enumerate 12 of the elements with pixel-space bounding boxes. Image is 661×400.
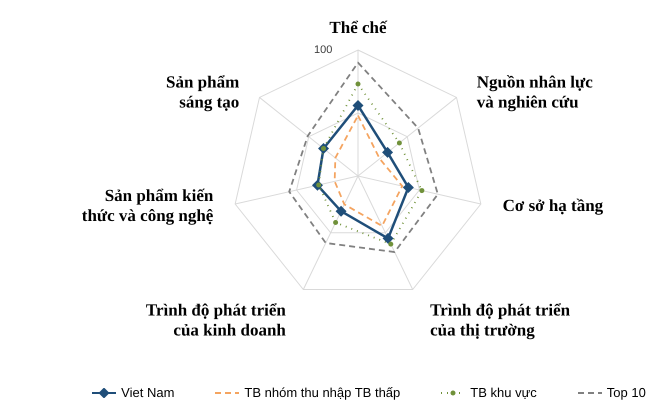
text: 100	[314, 44, 332, 56]
spoke-label: Cơ sở hạ tầng	[502, 196, 604, 215]
spoke-label: Sản phẩm sáng tạo	[166, 72, 240, 112]
spoke-label: Trình độ phát triển của kinh doanh	[146, 300, 286, 340]
legend-label: TB nhóm thu nhập TB thấp	[243, 385, 400, 400]
spoke-label: Thể chế	[329, 18, 388, 37]
legend-label: Top 10	[606, 385, 646, 400]
spoke-label: Trình độ phát triển của thị trường	[430, 300, 571, 340]
legend-label: Viet Nam	[120, 385, 174, 400]
spoke-label: Nguồn nhân lực và nghiên cứu	[476, 72, 594, 112]
spoke-label: Sản phẩm kiến thức và công nghệ	[82, 186, 214, 225]
legend-label: TB khu vực	[469, 385, 537, 400]
